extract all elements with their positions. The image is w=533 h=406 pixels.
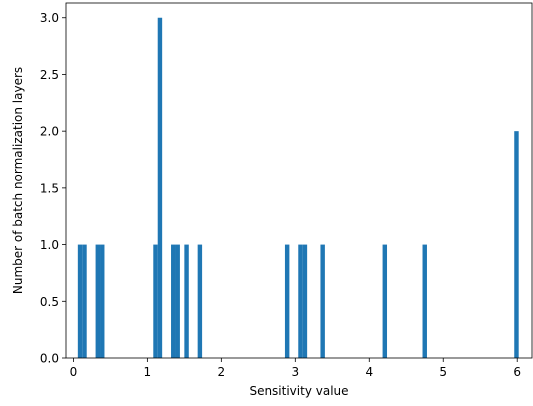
x-tick-label: 2 bbox=[218, 365, 226, 379]
histogram-bar-11 bbox=[298, 244, 303, 358]
histogram-bar-5 bbox=[157, 17, 163, 358]
x-axis-ticks: 0 1 2 3 4 5 6 bbox=[70, 358, 521, 379]
y-axis-ticks: 0.0 0.5 1.0 1.5 2.0 2.5 3.0 bbox=[40, 11, 66, 366]
x-tick-label: 5 bbox=[439, 365, 447, 379]
y-tick-label: 3.0 bbox=[40, 11, 59, 25]
histogram-bar-1 bbox=[82, 244, 87, 358]
y-tick-label: 2.5 bbox=[40, 68, 59, 82]
histogram-bar-9 bbox=[197, 244, 203, 358]
x-tick-label: 6 bbox=[513, 365, 521, 379]
x-tick-label: 0 bbox=[70, 365, 78, 379]
x-axis-label: Sensitivity value bbox=[249, 384, 348, 398]
histogram-bar-8 bbox=[184, 244, 189, 358]
x-tick-label: 1 bbox=[144, 365, 152, 379]
y-tick-label: 0.5 bbox=[40, 295, 59, 309]
histogram-bar-7 bbox=[175, 244, 180, 358]
y-tick-label: 1.0 bbox=[40, 238, 59, 252]
histogram-bar-13 bbox=[320, 244, 325, 358]
histogram-bar-12 bbox=[302, 244, 308, 358]
bars-group bbox=[77, 17, 519, 358]
y-axis-label: Number of batch normalization layers bbox=[11, 67, 25, 294]
y-tick-label: 1.5 bbox=[40, 181, 59, 195]
x-tick-label: 3 bbox=[291, 365, 299, 379]
histogram-bar-15 bbox=[422, 244, 427, 358]
y-tick-label: 2.0 bbox=[40, 125, 59, 139]
histogram-bar-6 bbox=[171, 244, 176, 358]
plot-frame bbox=[65, 2, 533, 359]
histogram-bar-14 bbox=[382, 244, 388, 358]
histogram-bar-16 bbox=[514, 131, 519, 358]
histogram-bar-10 bbox=[284, 244, 290, 358]
y-tick-label: 0.0 bbox=[40, 352, 59, 366]
x-tick-label: 4 bbox=[365, 365, 373, 379]
histogram-bar-0 bbox=[77, 244, 83, 358]
histogram-bar-3 bbox=[100, 244, 105, 358]
histogram-bar-4 bbox=[153, 244, 158, 358]
histogram-bar-2 bbox=[95, 244, 101, 358]
